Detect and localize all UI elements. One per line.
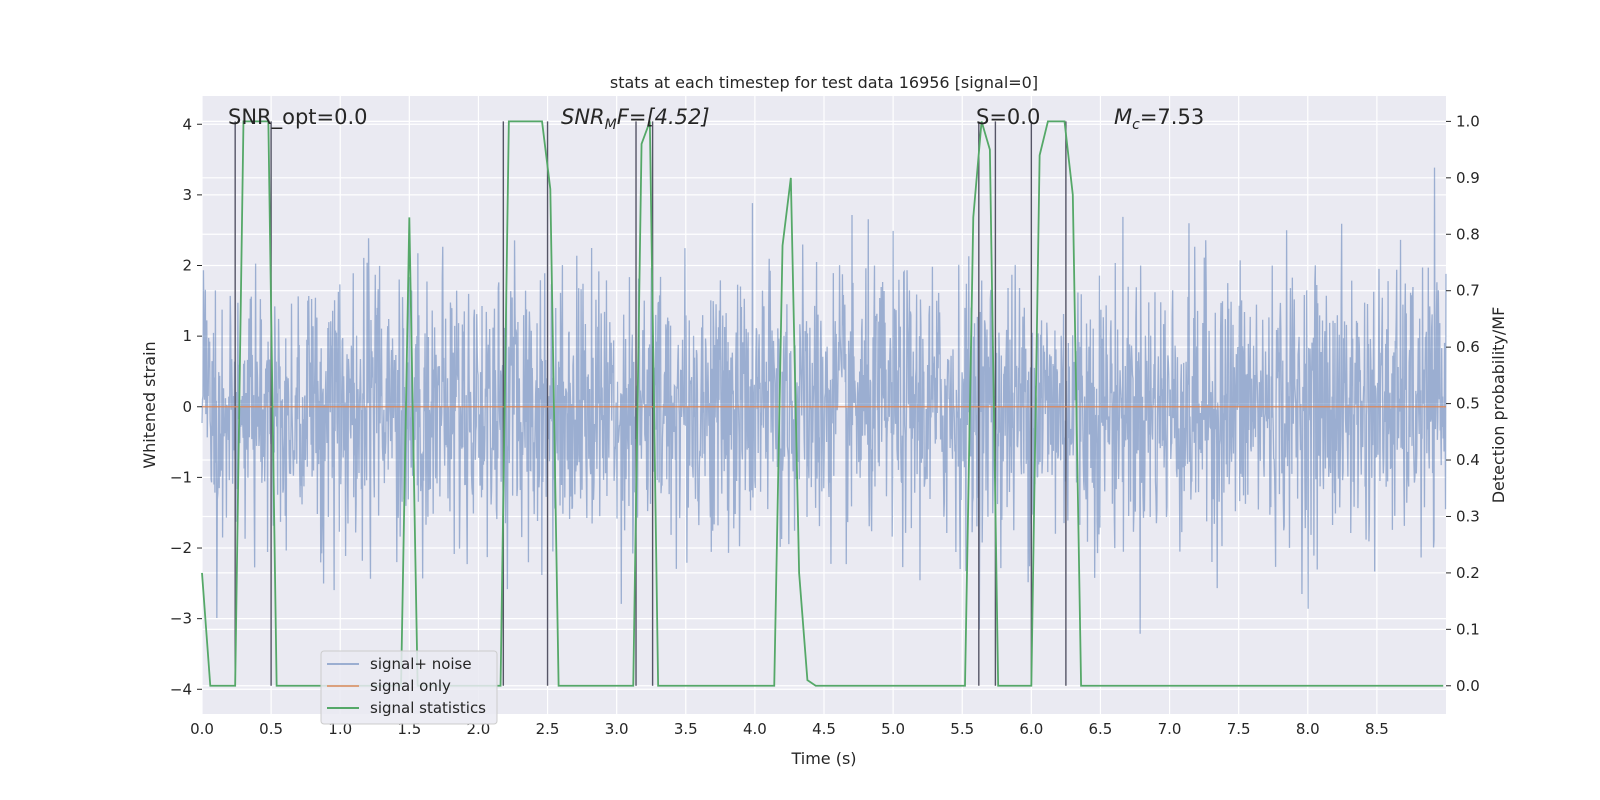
legend-label-signal-only: signal only xyxy=(370,677,451,695)
annotation-mc: Mc=7.53 xyxy=(1114,105,1204,133)
y-tick-label: −4 xyxy=(170,680,192,698)
snr-mf-suffix: F=[4.52] xyxy=(617,105,710,129)
mc-prefix: M xyxy=(1114,105,1132,129)
y2-tick-label: 0.1 xyxy=(1456,620,1480,638)
x-tick-label: 3.5 xyxy=(674,720,698,738)
y-tick-label: 4 xyxy=(182,115,192,133)
snr-mf-subscript: M xyxy=(605,117,617,133)
y-tick-label: 3 xyxy=(182,186,192,204)
signal-statistics-series xyxy=(201,120,1444,687)
y2-axis-label: Detection probability/MF xyxy=(1489,307,1508,504)
x-tick-label: 6.0 xyxy=(1019,720,1043,738)
signal-noise-line xyxy=(201,167,1447,634)
y-tick-label: −1 xyxy=(170,468,192,486)
x-tick-label: 0.5 xyxy=(259,720,283,738)
snr-mf-prefix: SNR xyxy=(561,105,605,129)
x-tick-label: 7.0 xyxy=(1158,720,1182,738)
x-tick-label: 8.0 xyxy=(1296,720,1320,738)
annotation-snr-opt: SNR_opt=0.0 xyxy=(228,105,368,130)
y-tick-label: 0 xyxy=(182,398,192,416)
y2-tick-labels: 0.0 0.1 0.2 0.3 0.4 0.5 0.6 0.7 0.8 0.9 1.0 xyxy=(1446,112,1480,695)
y-tick-label: −2 xyxy=(170,539,192,557)
noise-series xyxy=(201,167,1447,634)
y2-tick-label: 0.3 xyxy=(1456,507,1480,525)
annotation-s: S=0.0 xyxy=(976,105,1040,129)
vertical-markers xyxy=(234,121,1067,686)
y-tick-label: 2 xyxy=(182,257,192,275)
x-tick-label: 8.5 xyxy=(1365,720,1389,738)
signal-statistics-line xyxy=(201,120,1444,687)
y2-tick-label: 0.4 xyxy=(1456,451,1480,469)
y-tick-label: 1 xyxy=(182,327,192,345)
y2-tick-label: 0.2 xyxy=(1456,564,1480,582)
y2-tick-label: 0.7 xyxy=(1456,282,1480,300)
x-tick-label: 6.5 xyxy=(1089,720,1113,738)
x-tick-label: 3.0 xyxy=(605,720,629,738)
x-axis-label: Time (s) xyxy=(790,749,856,768)
legend-label-statistics: signal statistics xyxy=(370,699,486,717)
x-tick-label: 7.5 xyxy=(1227,720,1251,738)
legend: signal+ noise signal only signal statist… xyxy=(320,650,498,725)
chart-title: stats at each timestep for test data 169… xyxy=(610,73,1038,92)
x-tick-label: 2.5 xyxy=(536,720,560,738)
mc-subscript: c xyxy=(1132,117,1140,133)
y2-tick-label: 0.5 xyxy=(1456,395,1480,413)
y-tick-label: −3 xyxy=(170,610,192,628)
x-tick-label: 4.0 xyxy=(743,720,767,738)
y2-tick-label: 0.6 xyxy=(1456,338,1480,356)
y2-tick-label: 1.0 xyxy=(1456,112,1480,130)
y-tick-labels: −4 −3 −2 −1 0 1 2 3 4 xyxy=(170,115,202,698)
y2-tick-label: 0.8 xyxy=(1456,225,1480,243)
x-tick-label: 4.5 xyxy=(812,720,836,738)
mc-suffix: =7.53 xyxy=(1140,105,1204,129)
x-tick-label: 5.5 xyxy=(950,720,974,738)
x-tick-label: 0.0 xyxy=(190,720,214,738)
annotation-snr-mf: SNRMF=[4.52] xyxy=(561,105,710,133)
y-axis-label: Whitened strain xyxy=(140,341,159,468)
x-tick-label: 5.0 xyxy=(881,720,905,738)
legend-label-noise: signal+ noise xyxy=(370,655,472,673)
y2-tick-label: 0.9 xyxy=(1456,169,1480,187)
legend-box xyxy=(320,650,498,725)
y2-tick-label: 0.0 xyxy=(1456,677,1480,695)
